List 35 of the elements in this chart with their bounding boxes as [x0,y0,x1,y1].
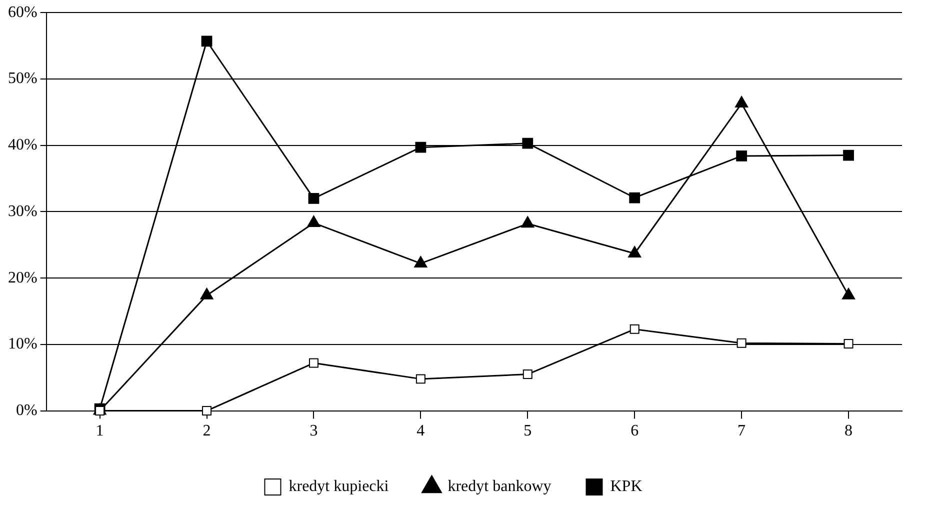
point [735,96,748,108]
y-tick-label: 10% [8,336,38,353]
x-tick-label: 2 [202,422,211,440]
x-tick-label: 1 [96,422,104,440]
point [308,192,320,204]
y-tick-label: 30% [8,202,38,220]
y-tick-label: 0% [16,402,38,420]
y-tick-label: 50% [8,70,38,88]
point [415,142,426,153]
point [736,150,748,162]
x-tick-label: 8 [844,422,853,440]
x-tick-label: 3 [310,422,318,440]
point [628,246,642,258]
x-tick-label: 4 [416,422,425,440]
point [202,406,212,416]
x-tick-label: 7 [738,422,746,440]
point [629,192,640,204]
y-tick-label: 40% [8,136,38,154]
legend-label: kredyt kupiecki [288,478,390,496]
point [844,339,854,349]
point [308,358,318,368]
point [522,370,532,380]
point [843,150,854,161]
point [201,36,212,47]
point [521,216,534,228]
legend-label: KPK [610,478,643,496]
point [736,338,746,348]
legend-label: kredyt bankowy [448,478,552,496]
point [416,374,426,384]
x-tick-label: 5 [524,422,532,440]
point [522,138,534,149]
point [630,324,640,334]
y-tick-label: 60% [8,4,38,21]
x-tick-label: 6 [630,422,639,440]
y-tick-label: 20% [8,269,38,286]
